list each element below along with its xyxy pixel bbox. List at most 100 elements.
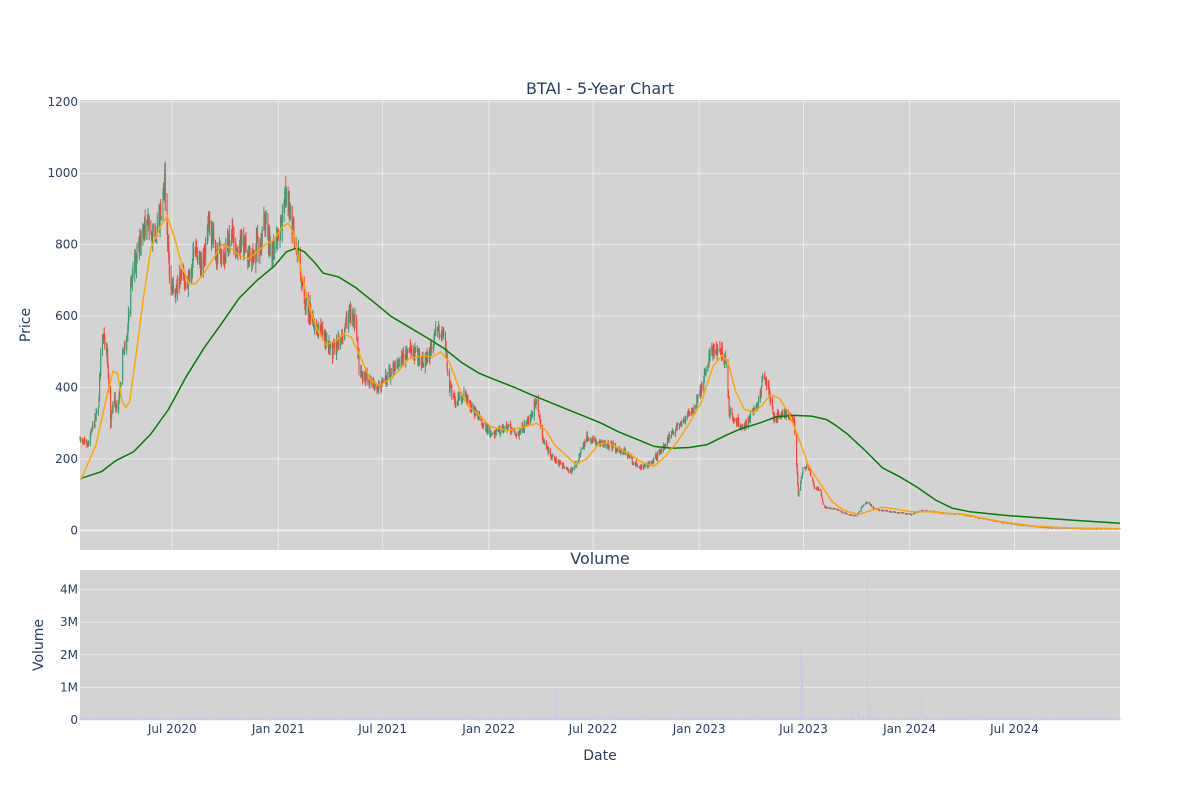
candle-body (365, 374, 367, 377)
volume-bar (107, 718, 109, 720)
candle-body (703, 380, 705, 390)
volume-bar (446, 718, 448, 720)
volume-bar (416, 717, 418, 720)
price-plot-area[interactable] (80, 100, 1120, 550)
candle (421, 360, 423, 368)
volume-bar (154, 718, 156, 720)
candle-body (128, 315, 130, 318)
volume-bar (813, 717, 815, 720)
candle-body (978, 517, 980, 519)
candle (507, 423, 509, 430)
volume-bar (237, 718, 239, 720)
candle-body (739, 425, 741, 428)
volume-bar (820, 718, 822, 720)
candle-body (882, 510, 884, 512)
candle-body (483, 423, 485, 428)
candle (655, 451, 657, 458)
candle (822, 500, 824, 506)
candle-body (239, 244, 241, 254)
candle-body (598, 442, 600, 444)
candle (902, 512, 904, 514)
candle-body (498, 428, 500, 430)
candle-body (112, 402, 114, 412)
candle-body (825, 506, 827, 508)
candle-body (898, 512, 900, 514)
volume-bar (394, 717, 396, 720)
volume-bar (536, 718, 538, 720)
volume-bar (804, 718, 806, 720)
candle (159, 202, 161, 238)
volume-bar (535, 718, 537, 720)
volume-bar (550, 717, 552, 720)
volume-bar (461, 718, 463, 720)
candle (828, 506, 830, 509)
candle-body (669, 435, 671, 437)
volume-bar (94, 717, 96, 720)
candle (409, 347, 411, 354)
candle (668, 431, 670, 443)
candle-body (490, 432, 492, 434)
candle-body (665, 444, 667, 448)
candle (838, 509, 840, 511)
candle (253, 249, 255, 263)
candle-body (135, 258, 137, 269)
candle-body (142, 229, 144, 231)
candle-body (172, 282, 174, 290)
candle-body (869, 504, 871, 506)
candle-body (90, 431, 92, 434)
candle-body (289, 207, 291, 218)
candle (700, 381, 702, 396)
candle-body (699, 385, 701, 395)
candle (493, 431, 495, 435)
volume-bar (314, 719, 316, 720)
volume-plot-area[interactable] (80, 570, 1120, 720)
candle (390, 368, 392, 377)
candle-body (571, 468, 573, 472)
volume-bar (567, 718, 569, 720)
volume-bar (372, 718, 374, 720)
volume-bar (939, 718, 941, 720)
candle-body (732, 418, 734, 421)
candle-body (107, 365, 109, 374)
candle-body (813, 486, 815, 489)
candle-body (483, 422, 485, 424)
candle-body (510, 430, 512, 433)
candle-body (816, 486, 818, 490)
candle (519, 428, 521, 435)
volume-bars (79, 578, 1121, 720)
volume-bar (106, 718, 108, 720)
candle-body (688, 412, 690, 415)
candle-body (893, 511, 895, 513)
volume-bar (239, 717, 241, 720)
candle (583, 441, 585, 450)
candle (447, 370, 449, 376)
volume-bar (744, 718, 746, 720)
volume-bar (289, 718, 291, 720)
candle (841, 511, 843, 513)
volume-bar (745, 717, 747, 720)
candle (440, 330, 442, 341)
volume-bar (350, 717, 352, 720)
candle-body (620, 448, 622, 453)
candle (672, 430, 674, 434)
candle-body (1011, 523, 1013, 525)
candle-body (224, 254, 226, 261)
volume-bar (466, 718, 468, 720)
candle-body (231, 229, 233, 236)
candle-body (175, 292, 177, 299)
volume-bar (199, 718, 201, 720)
volume-bar (473, 717, 475, 720)
candle-body (241, 239, 243, 242)
candle (572, 467, 574, 471)
volume-bar (733, 718, 735, 720)
candle (208, 211, 210, 228)
volume-bar (890, 717, 892, 720)
candle-body (545, 443, 547, 447)
candle-body (695, 405, 697, 409)
volume-bar (85, 718, 87, 720)
candle-body (658, 451, 660, 453)
volume-bar (661, 718, 663, 720)
